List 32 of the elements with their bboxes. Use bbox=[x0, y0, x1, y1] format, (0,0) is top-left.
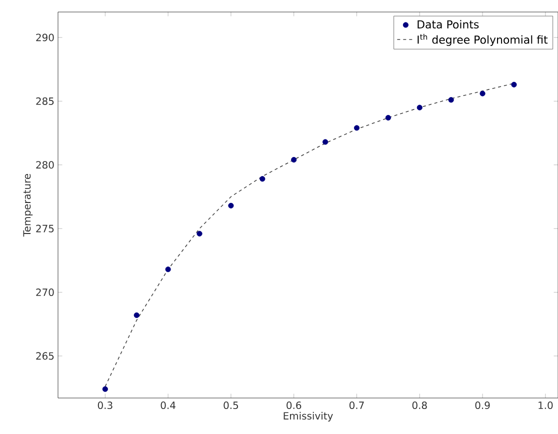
y-tick-label: 290 bbox=[36, 34, 54, 42]
point bbox=[480, 90, 486, 96]
y-tick-label: 270 bbox=[36, 288, 54, 296]
y-tick-label: 285 bbox=[36, 97, 54, 105]
point bbox=[291, 156, 297, 163]
point bbox=[511, 82, 517, 88]
x-tick-label: 0.8 bbox=[412, 402, 427, 410]
x-tick-label: 0.6 bbox=[286, 402, 302, 410]
legend-label: I$^{th}$ degree Polynomial fit bbox=[418, 34, 548, 46]
point bbox=[416, 104, 422, 110]
x-tick-label: 0.4 bbox=[160, 402, 176, 410]
y-tick-label: 275 bbox=[36, 224, 54, 232]
y-tick-label: 265 bbox=[36, 352, 54, 360]
x-axis-title: Emissivity bbox=[284, 412, 333, 422]
point bbox=[165, 266, 171, 272]
point bbox=[322, 139, 328, 145]
x-tick-label: 0.3 bbox=[98, 402, 112, 410]
x-tick-label: 0.9 bbox=[475, 402, 490, 410]
y-axis-title: Temperature bbox=[23, 174, 33, 237]
y-tick-label: 280 bbox=[36, 161, 54, 169]
point bbox=[228, 202, 234, 208]
point bbox=[134, 312, 140, 318]
x-tick-label: 0.5 bbox=[224, 402, 238, 410]
point bbox=[385, 114, 391, 121]
x-tick-label: 0.7 bbox=[349, 402, 364, 410]
point bbox=[354, 125, 360, 131]
point bbox=[448, 97, 454, 103]
legend-label: Data Points bbox=[418, 20, 479, 29]
point bbox=[196, 230, 202, 236]
point bbox=[260, 176, 266, 182]
x-tick-label: 1.0 bbox=[538, 402, 553, 410]
point bbox=[102, 386, 108, 392]
